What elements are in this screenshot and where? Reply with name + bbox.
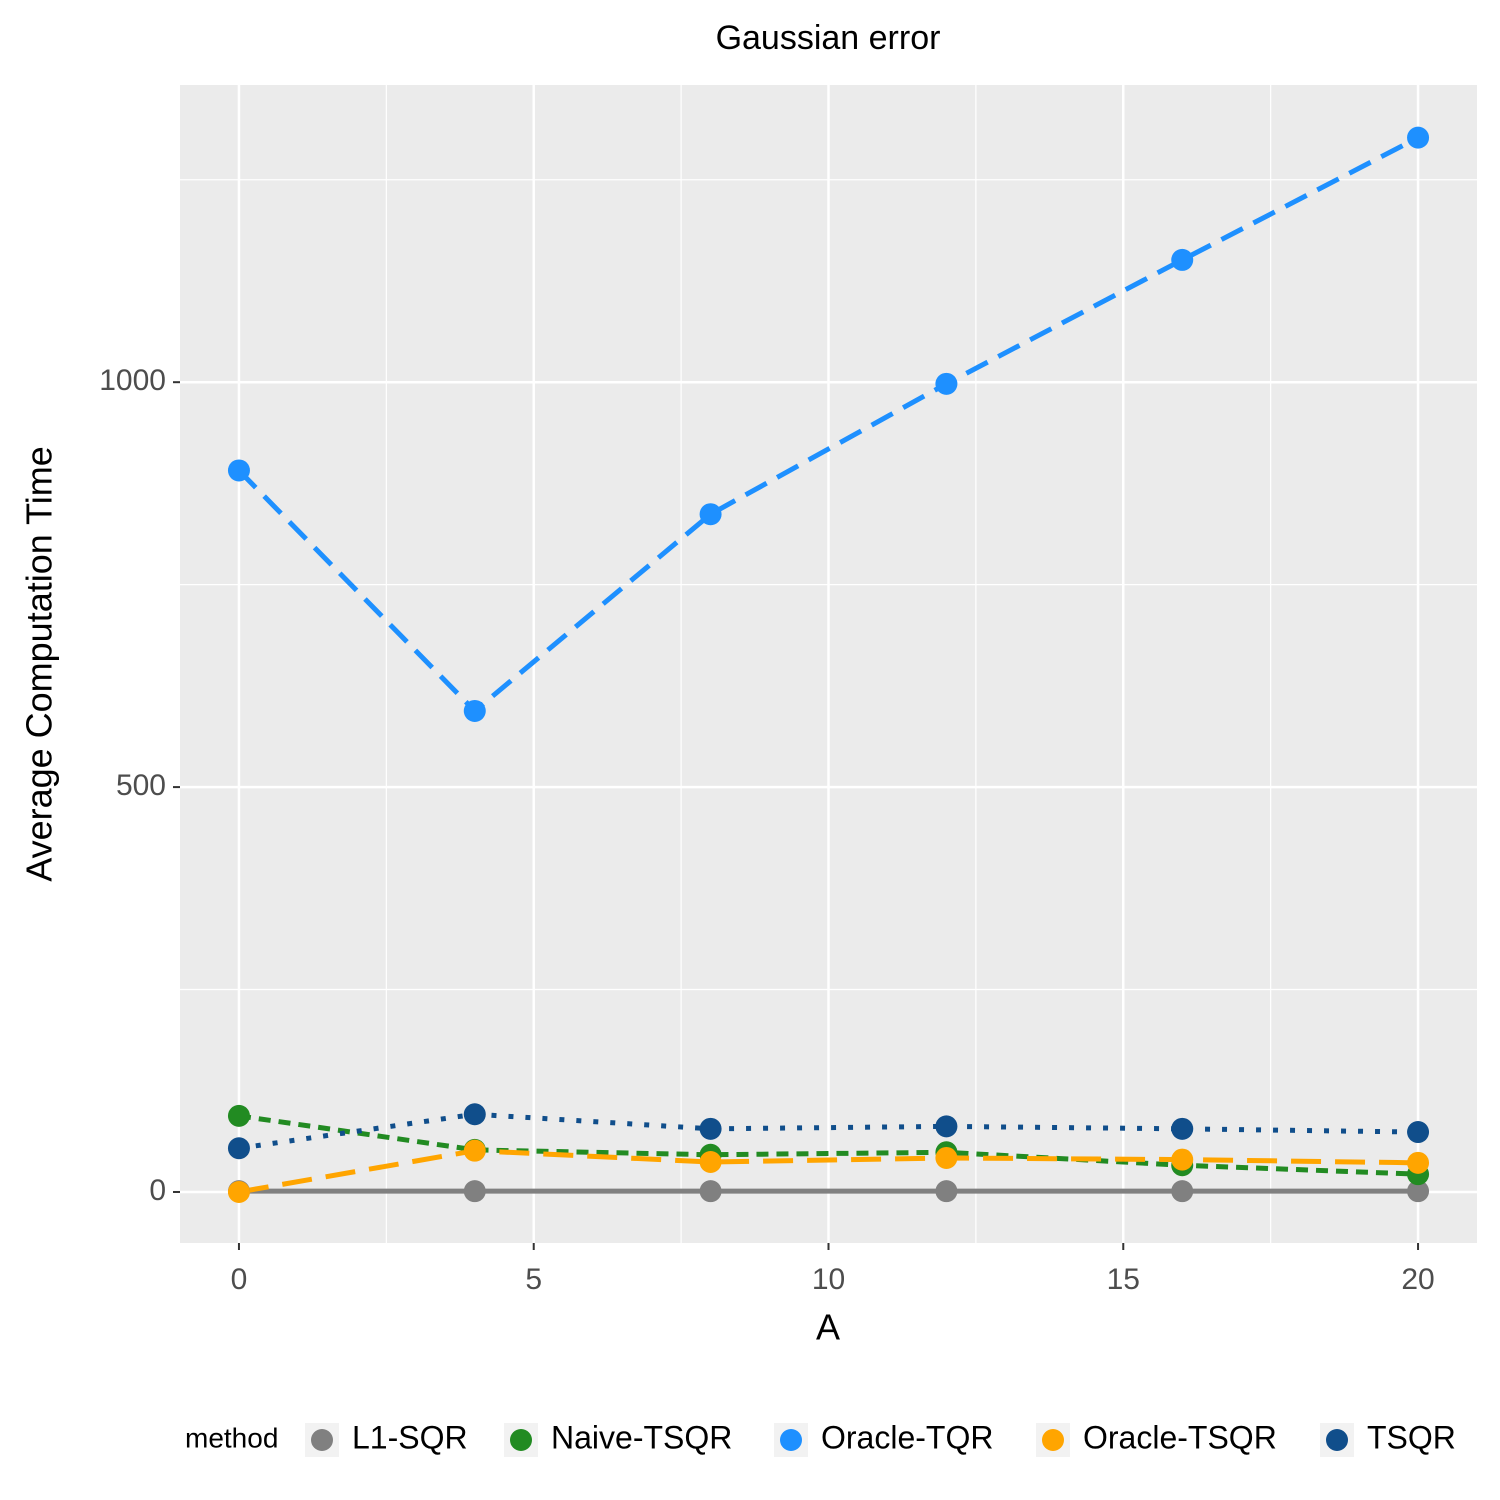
data-point xyxy=(935,1180,958,1203)
data-point xyxy=(699,1151,722,1174)
data-point xyxy=(935,1146,958,1169)
legend-swatch xyxy=(311,1429,333,1451)
data-point xyxy=(1171,248,1194,271)
data-point xyxy=(935,1115,958,1138)
data-point xyxy=(1407,126,1430,149)
legend-title: method xyxy=(185,1422,278,1453)
data-point xyxy=(463,699,486,722)
data-point xyxy=(699,1180,722,1203)
data-point xyxy=(463,1180,486,1203)
legend-swatch xyxy=(1042,1429,1064,1451)
series-line xyxy=(237,135,1420,715)
data-point xyxy=(227,1180,250,1203)
chart-title: Gaussian error xyxy=(716,19,941,57)
x-tick-label: 15 xyxy=(1107,1263,1140,1296)
data-point xyxy=(699,1117,722,1140)
x-tick-label: 5 xyxy=(525,1263,542,1296)
data-point xyxy=(1407,1121,1430,1144)
legend-label: Oracle-TQR xyxy=(821,1419,993,1455)
data-point xyxy=(227,1104,250,1127)
data-point xyxy=(935,372,958,395)
legend-label: Naive-TSQR xyxy=(551,1419,732,1455)
y-tick-label: 1000 xyxy=(99,364,166,397)
y-tick-label: 500 xyxy=(116,769,166,802)
data-point xyxy=(463,1103,486,1126)
legend-swatch xyxy=(780,1429,802,1451)
x-axis-label: A xyxy=(816,1307,840,1348)
series-line xyxy=(238,1148,1419,1195)
y-tick-label: 0 xyxy=(149,1174,166,1207)
x-tick-label: 10 xyxy=(812,1263,845,1296)
data-point xyxy=(227,1137,250,1160)
legend-swatch xyxy=(1326,1429,1348,1451)
x-tick-label: 0 xyxy=(231,1263,248,1296)
series-line xyxy=(238,1113,1419,1177)
data-point xyxy=(1407,1151,1430,1174)
data-point xyxy=(1407,1180,1430,1203)
data-point xyxy=(1171,1148,1194,1171)
legend-label: L1-SQR xyxy=(352,1419,468,1455)
legend-swatch xyxy=(510,1429,532,1451)
legend-label: TSQR xyxy=(1367,1419,1456,1455)
data-point xyxy=(1171,1117,1194,1140)
data-point xyxy=(227,459,250,482)
legend-label: Oracle-TSQR xyxy=(1083,1419,1277,1455)
x-tick-label: 20 xyxy=(1401,1263,1434,1296)
data-point xyxy=(1171,1180,1194,1203)
data-point xyxy=(699,503,722,526)
y-axis-label: Average Computation Time xyxy=(19,446,60,882)
data-point xyxy=(463,1139,486,1162)
